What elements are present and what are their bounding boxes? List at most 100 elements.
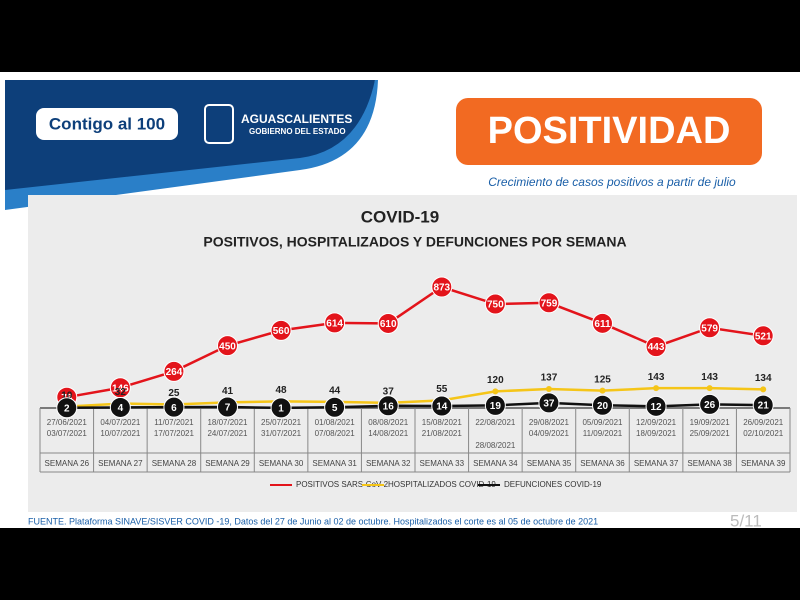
state-name: AGUASCALIENTES xyxy=(241,112,352,126)
point xyxy=(760,386,767,393)
data-label: 134 xyxy=(755,373,772,384)
data-label: 5 xyxy=(332,403,338,414)
date-start: 08/08/2021 xyxy=(368,418,409,427)
point xyxy=(752,394,774,416)
x-tick-label: SEMANA 39 xyxy=(741,459,786,468)
date-end: 03/07/2021 xyxy=(47,429,88,438)
logo-box xyxy=(36,108,178,140)
x-tick-label: SEMANA 37 xyxy=(634,459,679,468)
data-label: 450 xyxy=(219,341,236,352)
date-start: 04/07/2021 xyxy=(100,418,141,427)
point xyxy=(217,396,238,418)
data-label: 143 xyxy=(701,372,718,383)
date-start: 18/07/2021 xyxy=(207,418,248,427)
x-tick-label: SEMANA 36 xyxy=(580,459,625,468)
x-tick-label: SEMANA 29 xyxy=(205,459,250,468)
data-label: 750 xyxy=(487,300,504,311)
date-end: 18/09/2021 xyxy=(636,429,677,438)
data-label: 21 xyxy=(758,401,770,412)
point xyxy=(377,312,399,334)
badge: POSITIVIDAD xyxy=(488,110,731,152)
x-tick-label: SEMANA 26 xyxy=(45,459,90,468)
point xyxy=(645,336,667,358)
data-label: 614 xyxy=(326,319,343,330)
date-start: 27/06/2021 xyxy=(47,418,88,427)
date-start: 22/08/2021 xyxy=(475,418,516,427)
data-label: 1 xyxy=(278,404,284,415)
point xyxy=(56,397,78,419)
point xyxy=(545,386,552,393)
date-end: 02/10/2021 xyxy=(743,429,784,438)
date-start: 26/09/2021 xyxy=(743,418,784,427)
date-start: 05/09/2021 xyxy=(582,418,623,427)
point xyxy=(592,312,613,334)
data-label: 55 xyxy=(436,384,448,395)
x-tick-label: SEMANA 35 xyxy=(527,459,572,468)
point xyxy=(752,325,774,347)
badge-box xyxy=(456,98,762,165)
date-start: 25/07/2021 xyxy=(261,418,302,427)
data-label: 7 xyxy=(225,403,231,414)
data-label: 759 xyxy=(541,298,558,309)
data-label: 16 xyxy=(383,401,395,412)
data-label: 443 xyxy=(648,342,665,353)
point xyxy=(163,396,185,418)
x-tick-label: SEMANA 34 xyxy=(473,459,518,468)
data-label: 521 xyxy=(755,331,772,342)
point xyxy=(109,396,131,418)
date-start: 11/07/2021 xyxy=(154,418,194,427)
data-label: 4 xyxy=(118,403,124,414)
date-end: 21/08/2021 xyxy=(422,429,463,438)
page-number: 5/11 xyxy=(730,511,762,530)
date-end: 31/07/2021 xyxy=(261,429,302,438)
x-tick-label: SEMANA 28 xyxy=(152,459,197,468)
date-start: 01/08/2021 xyxy=(315,418,356,427)
data-label: 26 xyxy=(704,400,716,411)
data-label: 610 xyxy=(380,319,397,330)
x-tick-label: SEMANA 33 xyxy=(420,459,465,468)
point xyxy=(270,319,292,341)
x-tick-label: SEMANA 27 xyxy=(98,459,143,468)
date-end: 17/07/2021 xyxy=(154,429,195,438)
point xyxy=(431,395,453,417)
data-label: 125 xyxy=(594,374,611,385)
date-end: 07/08/2021 xyxy=(315,429,356,438)
data-label: 12 xyxy=(651,402,663,413)
x-tick-label: SEMANA 31 xyxy=(312,459,357,468)
date-start: 15/08/2021 xyxy=(422,418,463,427)
date-end: 10/07/2021 xyxy=(100,429,141,438)
legend-label: POSITIVOS SARS-CoV-2 xyxy=(296,480,389,489)
data-label: 25 xyxy=(168,388,180,399)
data-label: 37 xyxy=(543,399,555,410)
data-label: 10 xyxy=(61,390,73,401)
data-label: 44 xyxy=(329,386,341,397)
date-start: 29/08/2021 xyxy=(529,418,570,427)
data-label: 19 xyxy=(490,401,502,412)
x-tick-label: SEMANA 38 xyxy=(687,459,732,468)
chart-title: COVID-19 xyxy=(361,207,439,226)
point xyxy=(538,392,560,414)
data-label: 37 xyxy=(383,387,395,398)
data-label: 41 xyxy=(222,386,234,397)
point xyxy=(324,312,346,334)
data-label: 146 xyxy=(112,383,129,394)
point xyxy=(324,396,346,418)
coat-of-arms xyxy=(204,104,234,144)
chart-panel xyxy=(28,195,797,512)
data-label: 6 xyxy=(171,403,177,414)
data-label: 873 xyxy=(433,283,450,294)
x-tick-label: SEMANA 30 xyxy=(259,459,304,468)
legend-label: DEFUNCIONES COVID-19 xyxy=(504,480,602,489)
data-label: 14 xyxy=(436,402,448,413)
date-end: 28/08/2021 xyxy=(475,441,516,450)
data-label: 137 xyxy=(541,373,558,384)
point xyxy=(484,293,506,315)
point xyxy=(592,394,613,416)
point xyxy=(431,276,453,298)
data-label: 48 xyxy=(276,385,288,396)
data-label: 120 xyxy=(487,375,504,386)
point xyxy=(217,335,238,357)
point xyxy=(484,394,506,416)
plot: 27/06/2021 03/07/2021 SEMANA 26 04/07/2021 1… xyxy=(39,276,791,489)
